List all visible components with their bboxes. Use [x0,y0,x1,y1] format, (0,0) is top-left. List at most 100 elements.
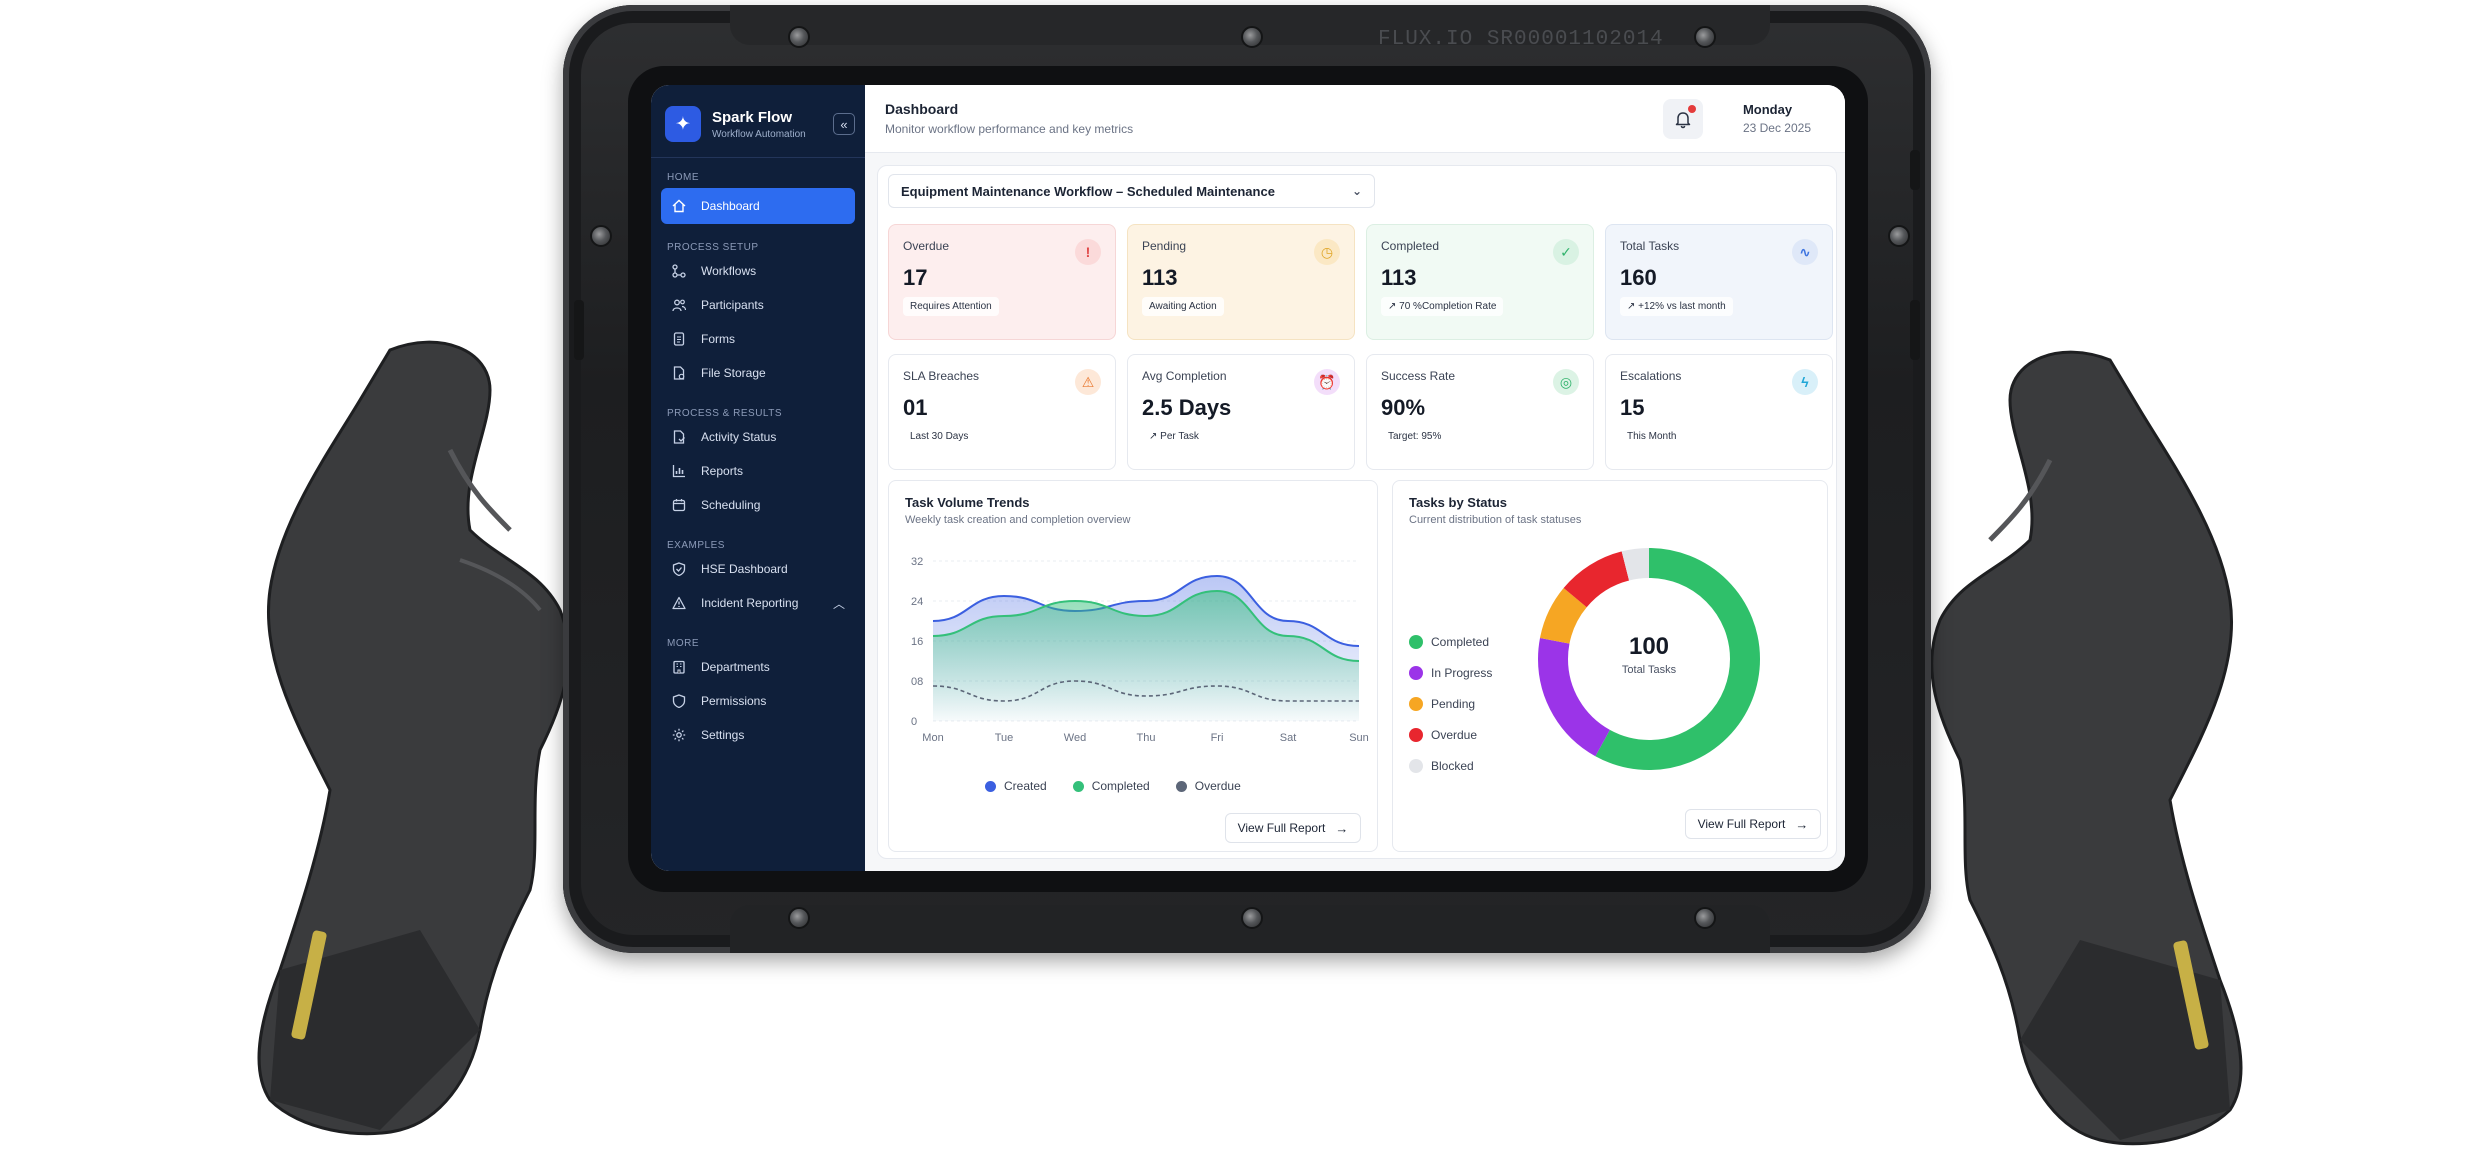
tasks-by-status-panel: Tasks by Status Current distribution of … [1392,480,1828,852]
status-legend: Completed In Progress Pending Overdue Blocke… [1409,635,1492,773]
legend-label: Completed [1091,779,1150,793]
button-label: View Full Report [1237,821,1326,835]
bar-chart-icon [671,463,687,479]
legend-label: In Progress [1431,666,1493,680]
legend-label: Blocked [1431,759,1474,773]
check-circle-icon: ✓ [1553,239,1579,265]
x-tick-label: Tue [995,732,1014,744]
sidebar-item-forms[interactable]: Forms [661,322,855,356]
sidebar-divider [651,157,865,158]
top-bar: Dashboard Monitor workflow performance a… [865,85,1845,153]
activity-icon [671,429,687,445]
screw [1241,26,1263,48]
calendar-icon [671,497,687,513]
sidebar-item-incident-reporting[interactable]: Incident Reporting ︿ [661,586,855,620]
sidebar-item-permissions[interactable]: Permissions [661,684,855,718]
building-icon [671,659,687,675]
donut-center-value: 100 [1628,633,1670,660]
legend-dot [1175,780,1187,792]
kpi-card-sla-breaches[interactable]: SLA Breaches 01 Last 30 Days ⚠ [888,354,1116,470]
sidebar-item-file-storage[interactable]: File Storage [661,356,855,390]
card-value: 113 [1142,265,1178,290]
kpi-card-pending[interactable]: Pending 113 Awaiting Action ◷ [1127,224,1355,340]
sidebar-item-label: HSE Dashboard [701,562,788,576]
card-value: 17 [903,265,928,290]
card-chip: This Month [1620,427,1684,446]
section-label-process-results: PROCESS & RESULTS [667,408,783,419]
clock-icon: ◷ [1314,239,1340,265]
card-value: 01 [903,395,928,420]
y-tick-label: 08 [911,676,923,688]
legend-label: Completed [1431,635,1490,649]
sidebar-item-scheduling[interactable]: Scheduling [661,488,855,522]
sidebar-item-participants[interactable]: Participants [661,288,855,322]
lightning-icon: ϟ [1792,369,1818,395]
sidebar-item-label: Incident Reporting [701,596,799,610]
x-tick-label: Wed [1064,732,1086,744]
donut-center: 100 Total Tasks [1589,633,1709,676]
sidebar-item-label: Activity Status [701,430,777,444]
users-icon [671,297,687,313]
brand: ✦ Spark Flow Workflow Automation « [651,101,865,147]
series-line-overdue [932,680,1359,702]
card-chip: Target: 95% [1381,427,1449,446]
legend-item-overdue: Overdue [1409,728,1492,742]
page-title: Dashboard [885,101,959,117]
sidebar-item-label: Participants [701,298,764,312]
chevron-up-icon[interactable]: ︿ [832,596,845,611]
collapse-sidebar-button[interactable]: « [833,113,855,135]
sidebar-item-workflows[interactable]: Workflows [661,254,855,288]
legend-dot [1409,728,1423,742]
pulse-icon: ∿ [1792,239,1818,265]
series-area-completed [933,591,1359,721]
task-volume-trends-panel: Task Volume Trends Weekly task creation … [888,480,1378,852]
kpi-card-overdue[interactable]: Overdue 17 Requires Attention ! [888,224,1116,340]
y-tick-label: 16 [911,636,923,648]
kpi-card-total-tasks[interactable]: Total Tasks 160 ↗ +12% vs last month ∿ [1605,224,1833,340]
sidebar-item-label: Forms [701,332,735,346]
card-chip: ↗ +12% vs last month [1620,297,1733,316]
series-line-created [932,574,1360,647]
legend-item-created: Created [985,779,1047,793]
screw [1694,907,1716,929]
x-tick-label: Thu [1137,732,1156,744]
kpi-card-completed[interactable]: Completed 113 ↗ 70 %Completion Rate ✓ [1366,224,1594,340]
card-value: 2.5 Days [1142,395,1232,420]
status-donut-chart [1538,548,1760,770]
card-label: Total Tasks [1620,239,1680,253]
sidebar-item-departments[interactable]: Departments [661,650,855,684]
workflow-select-value: Equipment Maintenance Workflow – Schedul… [901,183,1275,199]
tablet-screen: ✦ Spark Flow Workflow Automation « HOME … [651,85,1845,871]
card-chip: Requires Attention [903,297,999,316]
sidebar: ✦ Spark Flow Workflow Automation « HOME … [651,85,865,871]
sidebar-item-activity-status[interactable]: Activity Status [661,420,855,454]
kpi-card-avg-completion[interactable]: Avg Completion 2.5 Days ↗ Per Task ⏰ [1127,354,1355,470]
screw [788,26,810,48]
legend-dot [1409,635,1423,649]
view-full-report-button[interactable]: View Full Report → [1225,813,1361,843]
dashboard-content: Equipment Maintenance Workflow – Schedul… [877,165,1837,859]
sidebar-item-settings[interactable]: Settings [661,718,855,752]
sidebar-item-label: Permissions [701,694,767,708]
view-full-report-button[interactable]: View Full Report → [1685,809,1821,839]
sidebar-item-label: Reports [701,464,744,478]
legend-dot [1072,780,1084,792]
alert-circle-icon: ! [1075,239,1101,265]
legend-item-blocked: Blocked [1409,759,1492,773]
sidebar-item-dashboard[interactable]: Dashboard [661,188,855,224]
kpi-card-success-rate[interactable]: Success Rate 90% Target: 95% ◎ [1366,354,1594,470]
legend-dot [1409,666,1423,680]
sidebar-item-label: Scheduling [701,498,761,512]
sidebar-item-hse-dashboard[interactable]: HSE Dashboard [661,552,855,586]
side-button [574,300,584,360]
workflow-select[interactable]: Equipment Maintenance Workflow – Schedul… [888,174,1375,208]
kpi-card-escalations[interactable]: Escalations 15 This Month ϟ [1605,354,1833,470]
sidebar-item-reports[interactable]: Reports [661,454,855,488]
legend-label: Created [1004,779,1047,793]
card-chip: Last 30 Days [903,427,976,446]
donut-slice-blocked [1538,548,1760,770]
card-label: Completed [1381,239,1440,253]
notifications-button[interactable] [1662,98,1703,139]
warning-icon [671,595,687,611]
legend-dot [985,780,996,792]
